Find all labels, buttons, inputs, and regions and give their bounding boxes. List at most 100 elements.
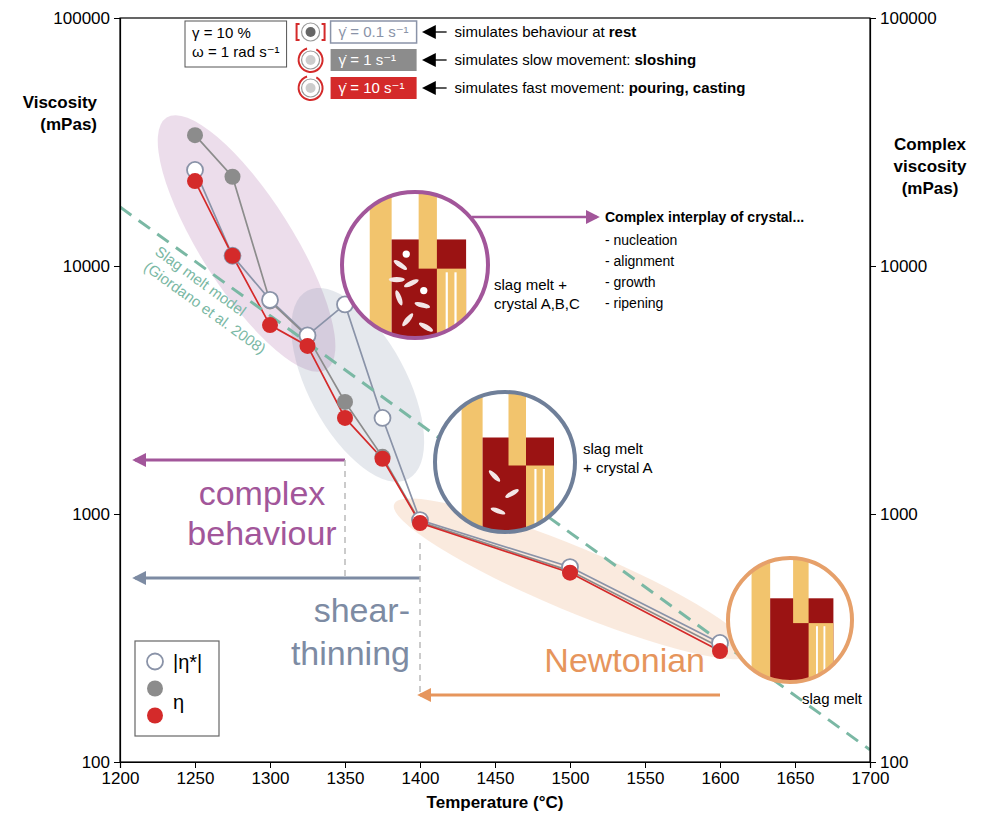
inset-ground (435, 392, 575, 532)
conditions-legend: γ = 10 %ω = 1 rad s⁻¹γ̇ = 0.1 s⁻¹γ̇ = 1 … (185, 21, 745, 101)
condition-text: γ = 10 % (192, 24, 251, 41)
spindle-shaft (793, 558, 809, 623)
tick: 1550 (627, 762, 665, 788)
plot-area (120, 93, 870, 750)
y-axis-title: Viscosity (23, 93, 98, 112)
tick: 1000 (870, 505, 918, 524)
crystal (403, 250, 410, 257)
tick-label: 1550 (627, 769, 665, 788)
tick-label: 1250 (177, 769, 215, 788)
tick: 1350 (327, 762, 365, 788)
rate-box (331, 21, 417, 43)
inset: slag melt+ crystal A (435, 392, 653, 532)
tick-mark (345, 762, 346, 768)
tick-mark (195, 762, 196, 768)
regime-label: thinning (291, 634, 410, 672)
inset-label: + crystal A (583, 459, 653, 476)
spindle-shaft (419, 192, 437, 269)
tick-label: 100 (82, 753, 110, 772)
rate-description-text: simulates slow movement: (455, 51, 631, 68)
tick-label: 1400 (402, 769, 440, 788)
series-label: (Giordano et al. 2008) (141, 258, 269, 357)
x-axis: 1200125013001350140014501500155016001650… (102, 762, 890, 788)
tick-mark (870, 18, 876, 19)
rate-description-text: simulates fast movement: (455, 79, 625, 96)
crystal (490, 506, 506, 516)
tick-mark (114, 18, 120, 19)
callout-title: Complex interplay of crystal... (605, 209, 804, 225)
crystal (403, 278, 420, 289)
tick-mark (114, 266, 120, 267)
y2-axis-title: Complex (894, 135, 966, 154)
tick: 1650 (777, 762, 815, 788)
data-point (300, 338, 316, 354)
legend-label: |η*| (173, 651, 202, 673)
condition-text: ω = 1 rad s⁻¹ (192, 43, 280, 60)
tick-label: 1000 (880, 505, 918, 524)
axis-line (871, 19, 877, 763)
condition-box (185, 21, 287, 67)
regime-label: complex (199, 474, 326, 512)
crystal (504, 488, 520, 500)
regime-label: shear- (314, 591, 410, 629)
pointer-arrow (425, 87, 447, 88)
tick: 100000 (870, 9, 937, 28)
tick: 10000 (63, 257, 120, 276)
regime-label: Newtonian (544, 641, 705, 679)
inset-ground (728, 558, 852, 682)
tick: 1500 (552, 762, 590, 788)
crucible-wall (370, 192, 392, 338)
rate-label: γ̇ = 1 s⁻¹ (339, 51, 397, 68)
spindle-shaft (509, 392, 527, 466)
tick-mark (495, 762, 496, 768)
legend-symbol (147, 681, 163, 697)
tick-mark (114, 762, 120, 763)
inset-drawing (342, 192, 488, 338)
inset-ground (342, 192, 488, 338)
regime-arrow (420, 694, 720, 697)
tick: 1000 (72, 505, 120, 524)
data-point (187, 127, 203, 143)
callout-arrow (472, 216, 597, 219)
regime-arrow (135, 459, 345, 462)
callout-item: - growth (605, 274, 656, 290)
tick-label: 1300 (252, 769, 290, 788)
regime-arrow (135, 577, 420, 580)
tick: 10000 (870, 257, 927, 276)
series-line (195, 170, 720, 643)
crystal (420, 287, 427, 294)
crystal (392, 258, 408, 271)
data-point (412, 515, 428, 531)
regime-region (382, 475, 764, 683)
y2-axis-title: (mPas) (902, 179, 959, 198)
legend-symbol (147, 708, 163, 724)
tick: 100 (870, 753, 908, 772)
rate-description-emphasis: rest (609, 23, 637, 40)
callout-item: - nucleation (605, 232, 677, 248)
data-point (262, 292, 278, 308)
tick-mark (870, 514, 876, 515)
tick: 100 (82, 753, 120, 772)
legend-label: η (173, 691, 184, 713)
tick: 1300 (252, 762, 290, 788)
plot-frame (120, 18, 870, 762)
inset-label: slag melt (802, 690, 863, 707)
legend-box (135, 641, 219, 736)
inset-drawing (435, 392, 575, 532)
tick-mark (870, 762, 876, 763)
tick-mark (795, 762, 796, 768)
y-axis-title: (mPas) (40, 115, 97, 134)
y2-axis-title: viscosity (894, 157, 967, 176)
rate-icon (298, 76, 324, 101)
tick-label: 1450 (477, 769, 515, 788)
rate-box (331, 77, 417, 99)
inset-border (342, 192, 488, 338)
callout-item: - ripening (605, 295, 663, 311)
rate-icon (306, 27, 316, 37)
pointer-arrow (425, 59, 447, 60)
data-point (225, 248, 241, 264)
tick-label: 1000 (72, 505, 110, 524)
tick-label: 10000 (63, 257, 110, 276)
y2-axis: 100 1000 10000 100000 (870, 9, 937, 772)
chart: Slag melt model(Giordano et al. 2008)com… (0, 0, 988, 819)
